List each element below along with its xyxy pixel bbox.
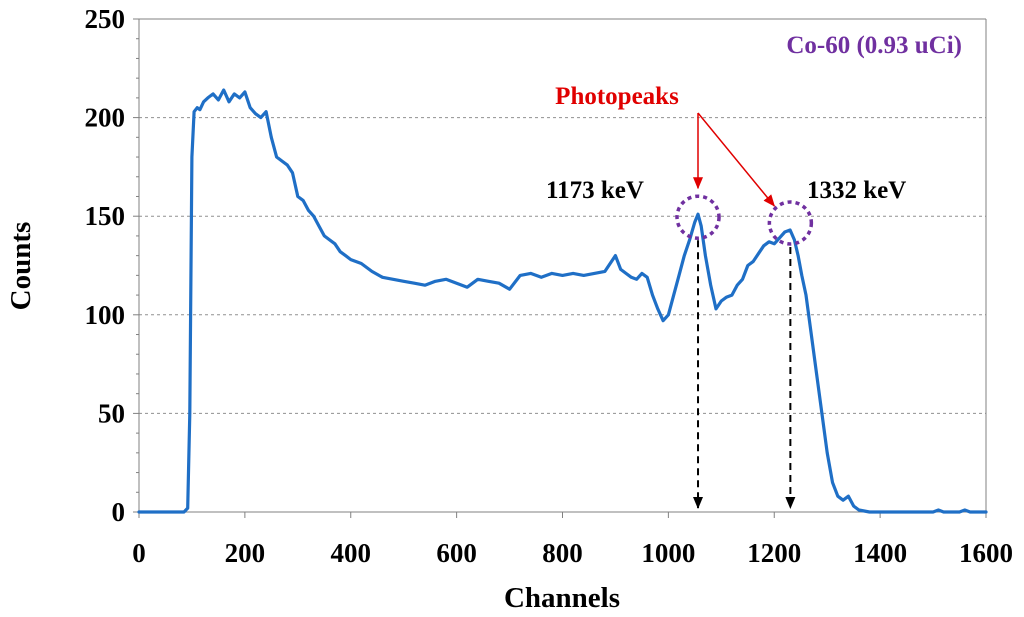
- x-tick-label-1400: 1400: [853, 538, 907, 568]
- y-tick-label-150: 150: [85, 201, 126, 231]
- x-tick-label-1200: 1200: [747, 538, 801, 568]
- x-axis-title: Channels: [504, 582, 620, 614]
- y-tick-label-0: 0: [112, 497, 126, 527]
- y-axis-ticks: 0 50 100 150 200 250: [85, 4, 139, 527]
- peak1-energy-label: 1173 keV: [546, 177, 644, 204]
- gridlines: [139, 117, 986, 414]
- y-tick-label-250: 250: [85, 4, 126, 34]
- source-label: Co-60 (0.93 uCi): [786, 32, 962, 59]
- photopeaks-arrow-2: [697, 112, 776, 207]
- x-tick-label-400: 400: [331, 538, 372, 568]
- x-tick-label-1600: 1600: [959, 538, 1013, 568]
- x-axis-ticks: 0 200 400 600 800 1000 1200 1400 1600: [132, 512, 1013, 568]
- x-tick-label-600: 600: [436, 538, 477, 568]
- y-axis-title: Counts: [5, 222, 37, 311]
- series-line-0: [137, 88, 988, 514]
- annotations-group: [675, 112, 814, 509]
- x-tick-label-0: 0: [132, 538, 146, 568]
- photopeaks-label: Photopeaks: [555, 83, 679, 110]
- peak2-highlight-circle: [767, 200, 814, 246]
- x-tick-label-800: 800: [542, 538, 583, 568]
- y-tick-label-200: 200: [85, 103, 126, 133]
- x-tick-label-1000: 1000: [641, 538, 695, 568]
- peak1-highlight-circle: [675, 194, 721, 240]
- y-tick-label-50: 50: [98, 398, 125, 428]
- peak2-energy-label: 1332 keV: [807, 177, 906, 204]
- series-group: [137, 88, 988, 514]
- x-tick-label-200: 200: [225, 538, 266, 568]
- y-tick-label-100: 100: [85, 300, 126, 330]
